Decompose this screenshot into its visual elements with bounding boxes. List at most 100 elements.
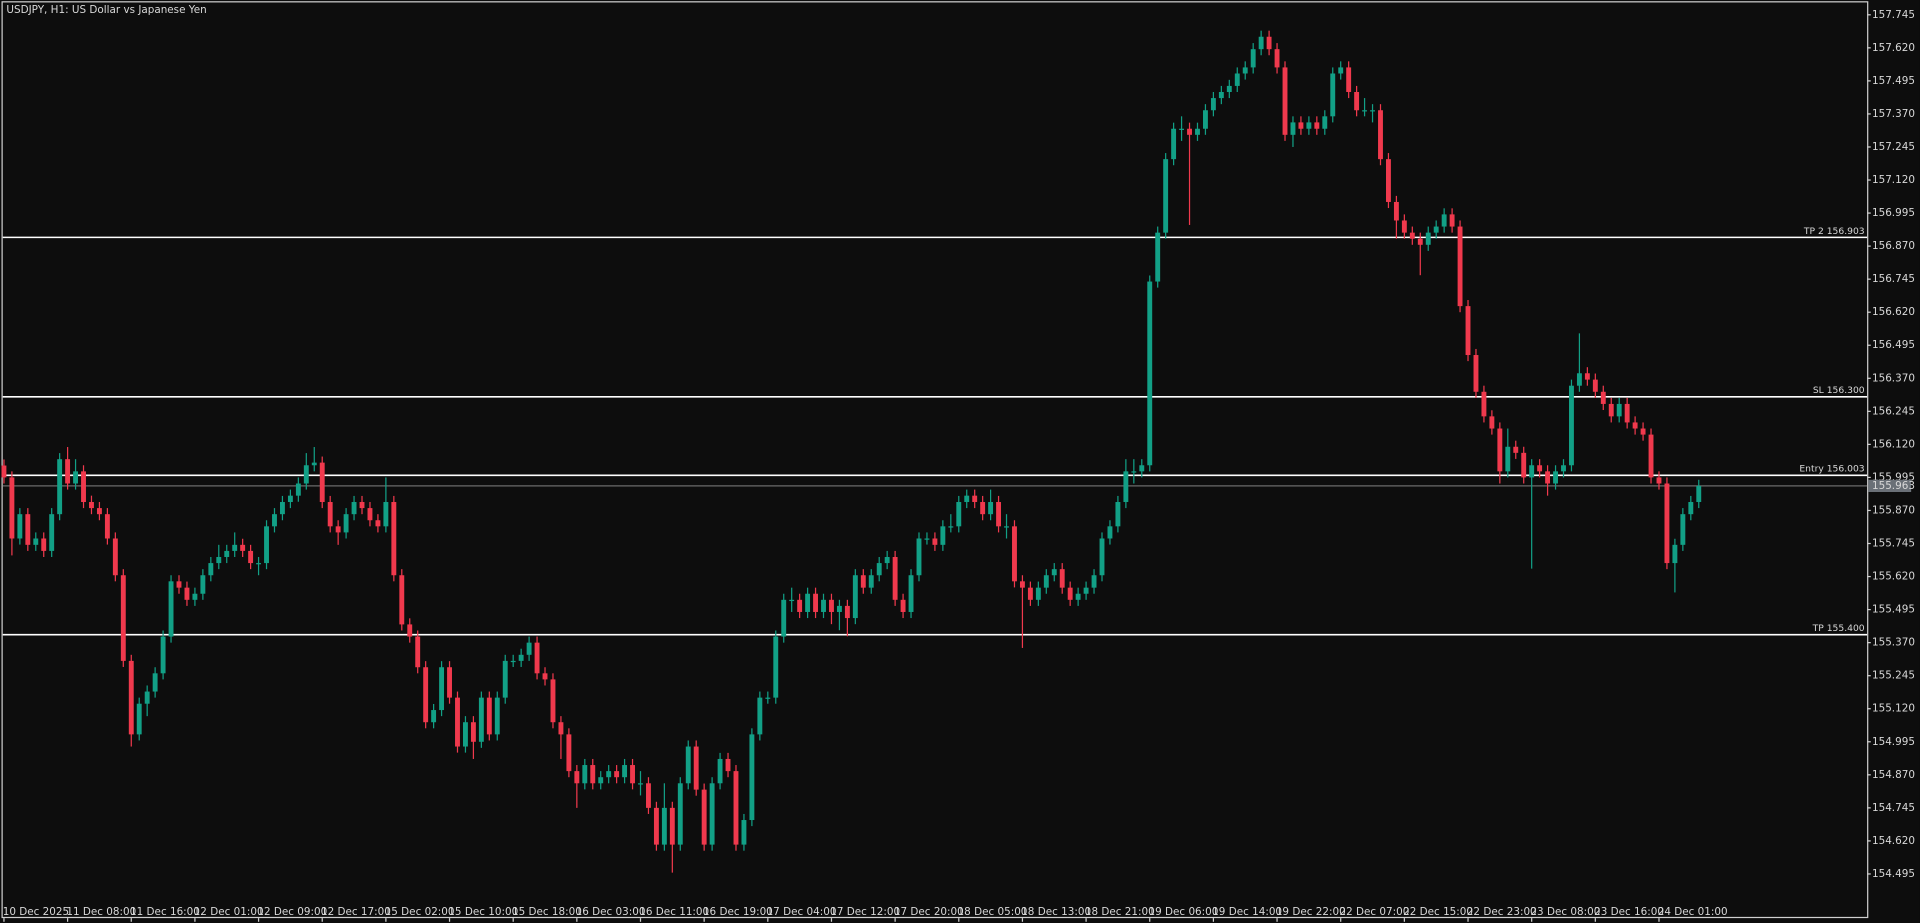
candle-body — [367, 508, 373, 521]
x-tick-label: 15 Dec 10:00 — [448, 906, 518, 918]
candle-body — [614, 771, 620, 778]
x-tick-label: 23 Dec 08:00 — [1530, 906, 1600, 918]
candle-body — [128, 660, 134, 735]
candle-body — [160, 636, 166, 674]
candle-body — [439, 667, 445, 711]
candle-body — [391, 502, 397, 576]
candle-body — [470, 722, 476, 742]
y-tick-label: 156.245 — [1872, 405, 1915, 417]
candle-body — [463, 722, 468, 747]
candle-body — [1266, 36, 1272, 50]
candle-body — [1226, 85, 1232, 92]
candle-body — [1473, 355, 1479, 392]
x-tick-label: 11 Dec 08:00 — [66, 906, 136, 918]
candle-body — [1115, 502, 1121, 527]
candle-body — [144, 691, 150, 704]
x-tick-label: 18 Dec 13:00 — [1021, 906, 1091, 918]
candle-body — [630, 765, 635, 784]
level-label: Entry 156.003 — [1799, 464, 1864, 475]
candle-body — [423, 667, 429, 723]
x-tick-label: 17 Dec 20:00 — [894, 906, 964, 918]
candle-body — [884, 556, 890, 564]
candle-body — [1195, 128, 1200, 135]
candle-body — [1306, 122, 1312, 129]
candle-body — [900, 599, 906, 612]
candle-body — [1561, 465, 1566, 472]
candle-body — [279, 502, 285, 515]
candle-body — [120, 575, 126, 661]
x-tick-label: 16 Dec 19:00 — [703, 906, 773, 918]
y-tick-label: 155.370 — [1872, 637, 1915, 649]
candle-body — [693, 746, 699, 790]
candle-body — [1401, 220, 1407, 233]
candle-body — [41, 538, 47, 551]
candle-body — [765, 697, 771, 699]
x-tick-label: 15 Dec 18:00 — [512, 906, 582, 918]
candle-body — [25, 514, 31, 545]
x-tick-label: 12 Dec 09:00 — [257, 906, 327, 918]
candle-body — [805, 593, 811, 612]
candle-body — [224, 550, 230, 557]
level-label: TP 155.400 — [1812, 623, 1865, 634]
candle-body — [677, 783, 683, 845]
candle-body — [1282, 67, 1288, 135]
candle-body — [988, 502, 994, 515]
candle-body — [1043, 575, 1049, 588]
candle-body — [876, 563, 882, 576]
candle-body — [1163, 159, 1169, 233]
candle-body — [1107, 526, 1113, 539]
plot-frame — [1, 1, 1869, 919]
x-tick-label: 11 Dec 16:00 — [130, 906, 200, 918]
x-tick-label: 10 Dec 2025 — [3, 906, 69, 918]
x-tick-label: 18 Dec 21:00 — [1085, 906, 1155, 918]
candle-body — [1640, 428, 1646, 435]
y-tick-label: 155.620 — [1872, 571, 1915, 583]
candle-body — [319, 462, 325, 503]
candle-body — [1322, 116, 1328, 129]
candle-body — [1608, 403, 1614, 417]
y-tick-label: 156.120 — [1872, 438, 1915, 450]
candle-body — [1202, 110, 1208, 129]
x-tick-label: 22 Dec 07:00 — [1339, 906, 1409, 918]
candle-body — [1027, 587, 1033, 600]
candle-body — [996, 502, 1002, 527]
candle-body — [1529, 465, 1535, 478]
candle-body — [1179, 128, 1185, 130]
x-tick-label: 15 Dec 02:00 — [385, 906, 455, 918]
candle-body — [33, 538, 39, 545]
x-tick-label: 19 Dec 22:00 — [1276, 906, 1346, 918]
candle-body — [518, 654, 524, 661]
candle-body — [956, 502, 962, 527]
candle-body — [741, 820, 747, 845]
y-tick-label: 157.120 — [1872, 174, 1915, 186]
y-tick-label: 156.745 — [1872, 273, 1915, 285]
candle-body — [852, 575, 858, 619]
candle-body — [661, 807, 667, 845]
candle-body — [534, 642, 540, 674]
candle-body — [311, 462, 317, 466]
x-tick-label: 16 Dec 03:00 — [576, 906, 646, 918]
candle-body — [1067, 587, 1073, 600]
candle-body — [829, 599, 834, 612]
candle-body — [136, 703, 142, 735]
candle-body — [208, 563, 214, 576]
candle-body — [399, 575, 405, 625]
candle-body — [1354, 91, 1360, 111]
candle-body — [1648, 434, 1654, 478]
candle-body — [335, 526, 341, 533]
candle-body — [1441, 214, 1447, 227]
candle-body — [1449, 214, 1455, 227]
candle-body — [112, 538, 118, 576]
candle-body — [709, 783, 715, 845]
y-tick-label: 156.620 — [1872, 306, 1915, 318]
candle-body — [295, 483, 301, 496]
y-tick-label: 155.245 — [1872, 670, 1915, 682]
candle-body — [717, 758, 723, 784]
candle-body — [1242, 67, 1248, 74]
candle-body — [415, 636, 421, 668]
candle-body — [1314, 122, 1320, 129]
candle-body — [622, 765, 628, 778]
candle-body — [781, 599, 787, 637]
